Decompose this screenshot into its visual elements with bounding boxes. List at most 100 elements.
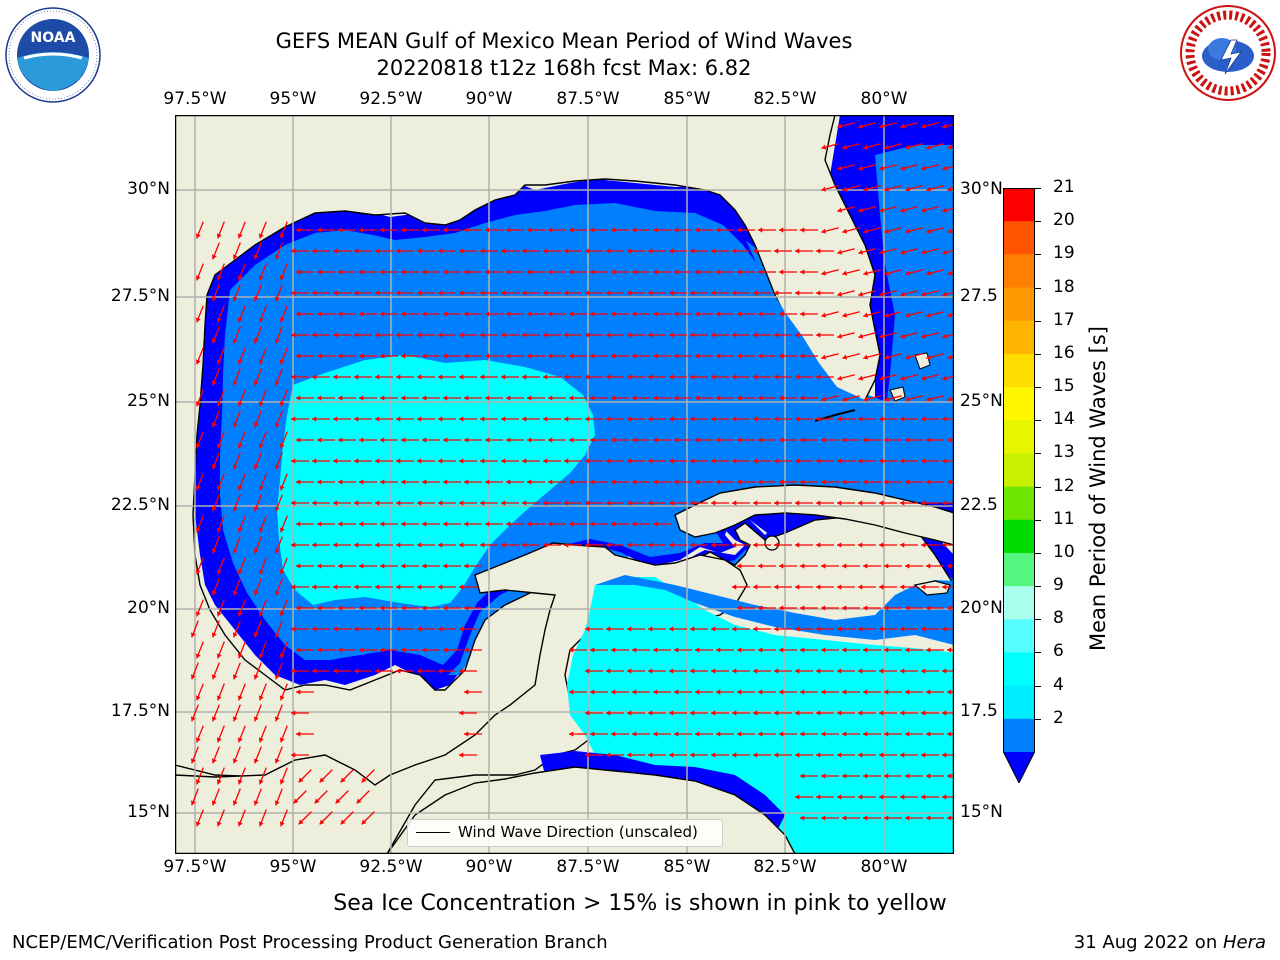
wind-arrow <box>459 542 477 548</box>
wind-arrow <box>216 641 225 659</box>
lat-tick-right: 15°N <box>960 802 1003 822</box>
wind-arrow <box>438 626 456 632</box>
wind-arrow <box>216 725 225 743</box>
wind-arrow <box>774 500 792 506</box>
wind-arrow <box>753 290 771 296</box>
wind-arrow <box>237 641 246 659</box>
wind-arrow <box>401 605 419 611</box>
wind-arrow <box>606 500 624 506</box>
wind-arrow <box>564 416 582 422</box>
wind-arrow <box>258 431 267 449</box>
wind-arrow <box>359 311 377 317</box>
wind-arrow <box>312 290 330 296</box>
lon-tick-top: 87.5°W <box>556 89 620 109</box>
wind-arrow <box>947 228 954 234</box>
wind-arrow <box>522 458 540 464</box>
wind-arrow <box>359 269 377 275</box>
wind-arrow <box>296 269 314 275</box>
wind-arrow <box>926 227 944 234</box>
wind-arrow <box>921 710 939 716</box>
wind-arrow <box>753 248 771 254</box>
wind-arrow <box>669 752 687 758</box>
wind-arrow <box>821 227 839 234</box>
wind-arrow <box>211 578 220 596</box>
wind-arrow <box>401 311 419 317</box>
wind-arrow <box>905 563 923 569</box>
wind-arrow <box>375 668 393 674</box>
wind-arrow <box>653 437 671 443</box>
wind-arrow <box>800 353 818 359</box>
wind-arrow <box>905 311 923 318</box>
wind-arrow <box>293 790 307 804</box>
wind-arrow <box>312 500 330 506</box>
wind-arrow <box>211 368 220 386</box>
wind-arrow <box>506 311 524 317</box>
wind-arrow <box>800 269 818 275</box>
wind-arrow <box>590 353 608 359</box>
wind-arrow <box>800 395 818 401</box>
wind-arrow <box>380 437 398 443</box>
wind-arrow <box>926 773 944 779</box>
colorbar-tick-label: 19 <box>1053 243 1075 264</box>
colorbar-tick-label: 12 <box>1053 475 1075 496</box>
wind-arrow <box>863 185 881 192</box>
wind-arrow <box>590 311 608 317</box>
wind-arrow <box>716 269 734 275</box>
wind-arrow <box>216 431 225 449</box>
wind-arrow <box>195 221 204 239</box>
wind-arrow <box>774 248 792 254</box>
wind-arrow <box>611 731 629 737</box>
wind-arrow <box>569 311 587 317</box>
lon-tick-bottom: 82.5°W <box>753 857 817 877</box>
wind-arrow <box>711 290 729 296</box>
wind-arrow <box>253 704 262 722</box>
wind-arrow <box>354 458 372 464</box>
wind-arrow <box>627 374 645 380</box>
wind-arrow <box>195 515 204 533</box>
colorbar-frame <box>1003 188 1035 785</box>
wind-arrow <box>648 626 666 632</box>
wind-arrow <box>417 332 435 338</box>
wind-arrow <box>485 353 503 359</box>
wind-arrow <box>627 752 645 758</box>
wind-arrow <box>732 710 750 716</box>
wind-arrow <box>501 374 519 380</box>
wind-arrow <box>716 647 734 653</box>
wind-arrow <box>921 248 939 255</box>
colorbar-tick-label: 10 <box>1053 541 1075 562</box>
wind-arrow <box>611 647 629 653</box>
wind-arrow <box>438 584 456 590</box>
wind-arrow <box>947 563 954 569</box>
wind-arrow <box>485 395 503 401</box>
wind-arrow <box>333 500 351 506</box>
wind-arrow <box>800 479 818 485</box>
wind-arrow <box>795 584 813 590</box>
footer-date-text: 31 Aug 2022 on <box>1073 932 1223 953</box>
wind-arrow <box>480 416 498 422</box>
wind-arrow <box>690 710 708 716</box>
wind-arrow <box>459 290 477 296</box>
wind-arrow <box>753 626 771 632</box>
wind-arrow <box>422 479 440 485</box>
wind-arrow <box>237 347 246 365</box>
wind-arrow <box>211 746 220 764</box>
wind-arrow <box>501 500 519 506</box>
wind-arrow <box>354 374 372 380</box>
wind-arrow <box>527 353 545 359</box>
wind-arrow <box>274 410 283 428</box>
wind-arrow <box>674 227 692 233</box>
wind-arrow <box>232 368 241 386</box>
wind-arrow <box>926 269 944 276</box>
wind-arrow <box>438 374 456 380</box>
wind-arrow <box>716 227 734 233</box>
wind-arrow <box>884 437 902 443</box>
wind-arrow <box>216 389 225 407</box>
wind-arrow <box>438 668 456 674</box>
colorbar-band <box>1003 221 1035 255</box>
wind-arrow <box>648 710 666 716</box>
wind-arrow <box>753 500 771 506</box>
wind-arrow <box>884 185 902 192</box>
colorbar <box>1003 188 1035 785</box>
wind-arrow <box>190 704 199 722</box>
colorbar-underflow <box>1003 752 1035 783</box>
